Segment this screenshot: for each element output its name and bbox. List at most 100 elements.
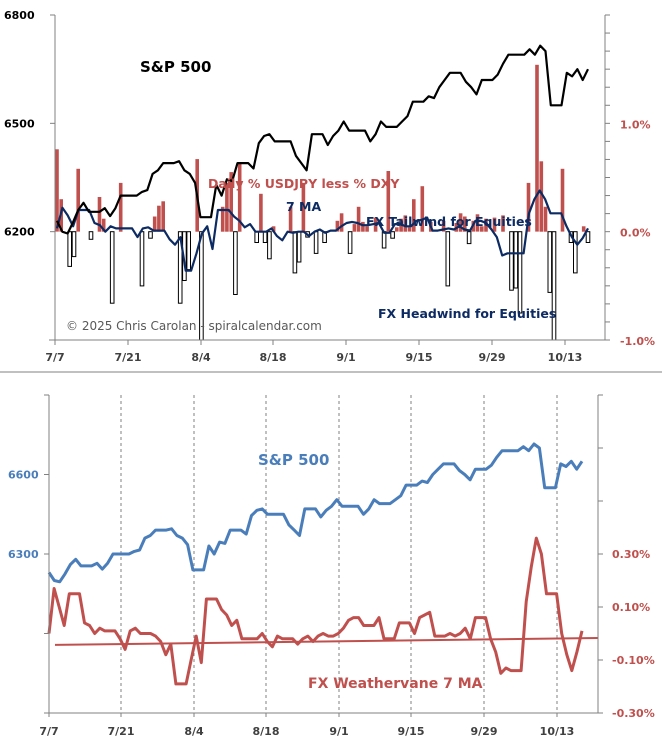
left-tick-label: 6800 xyxy=(4,9,35,22)
bar-positive xyxy=(441,220,446,232)
bar-positive xyxy=(288,206,293,232)
sp500-label-top: S&P 500 xyxy=(140,58,211,76)
bar-negative xyxy=(381,231,387,249)
bar-positive xyxy=(229,172,233,232)
bar-positive xyxy=(76,168,80,232)
right-tick-label: 0.0% xyxy=(620,227,651,240)
sp500-label-bottom: S&P 500 xyxy=(258,451,329,469)
copyright-text: © 2025 Chris Carolan - spiralcalendar.co… xyxy=(66,319,322,333)
bar-positive xyxy=(356,206,361,232)
weathervane-line xyxy=(47,536,584,686)
right-tick-label: -0.30% xyxy=(612,707,655,720)
bar-negative xyxy=(313,231,319,254)
bar-positive xyxy=(386,171,391,232)
bar-positive xyxy=(484,218,488,232)
bar-negative xyxy=(267,231,272,260)
top-chart: 6800 6500 6200 1.0% 0.0% -1.0% 7/7 7/21 8/4 8/1… xyxy=(4,9,655,364)
bar-negative xyxy=(585,231,591,243)
bar-negative xyxy=(148,231,153,239)
bar-negative xyxy=(71,231,77,258)
bar-positive xyxy=(501,215,505,232)
bar-negative xyxy=(390,231,395,239)
x-tick-label: 8/18 xyxy=(260,351,287,364)
bar-negative xyxy=(292,231,298,274)
x-tick-label: 9/29 xyxy=(479,351,506,364)
left-tick-label: 6500 xyxy=(4,117,35,130)
right-tick-label: -0.10% xyxy=(612,654,655,667)
bar-positive xyxy=(259,193,263,232)
bar-positive xyxy=(463,216,467,232)
right-tick-label: -1.0% xyxy=(620,335,655,348)
bar-negative xyxy=(466,231,472,245)
bar-negative xyxy=(509,231,514,291)
left-tick-label: 6600 xyxy=(8,469,39,482)
bar-negative xyxy=(254,231,259,243)
x-tick-label: 9/29 xyxy=(471,725,498,738)
weathervane-trend-line xyxy=(54,637,599,646)
bar-positive xyxy=(225,182,229,232)
bar-positive xyxy=(407,227,412,232)
sp500-line-bottom xyxy=(47,442,584,584)
x-tick-label: 10/13 xyxy=(540,725,575,738)
right-tick-label: 0.30% xyxy=(612,548,650,561)
bar-negative xyxy=(262,231,268,243)
tailwind-label: FX Tailwind for Equities xyxy=(366,214,532,229)
headwind-label: FX Headwind for Equities xyxy=(378,306,556,321)
left-tick-label: 6300 xyxy=(8,548,39,561)
bar-positive xyxy=(97,197,102,232)
bar-negative xyxy=(547,231,553,293)
right-tick-label: 0.10% xyxy=(612,601,650,614)
bar-negative xyxy=(347,231,353,254)
bar-positive xyxy=(535,64,539,232)
bar-positive xyxy=(152,216,157,232)
x-tick-label: 8/4 xyxy=(184,725,204,738)
right-tick-label: 1.0% xyxy=(620,118,651,131)
ma-label: 7 MA xyxy=(286,199,321,214)
x-tick-label: 8/18 xyxy=(253,725,280,738)
bar-negative xyxy=(517,231,523,314)
bar-negative xyxy=(88,231,94,240)
bar-negative xyxy=(233,231,238,295)
x-tick-label: 7/7 xyxy=(45,351,64,364)
bar-negative xyxy=(139,231,145,287)
bar-positive xyxy=(412,199,416,232)
left-tick-label: 6200 xyxy=(4,226,35,239)
bar-positive xyxy=(458,213,463,232)
x-tick-label: 7/21 xyxy=(115,351,142,364)
bar-positive xyxy=(403,215,408,232)
bar-negative xyxy=(551,231,557,341)
bar-positive xyxy=(560,168,565,232)
bar-positive xyxy=(157,205,161,232)
bar-positive xyxy=(55,149,59,232)
bar-positive xyxy=(492,217,497,232)
bar-negative xyxy=(186,231,191,271)
ma-line xyxy=(55,189,589,272)
bar-positive xyxy=(237,163,242,232)
bar-positive xyxy=(365,226,369,232)
bar-negative xyxy=(513,231,519,289)
bar-positive xyxy=(220,206,225,232)
top-bars xyxy=(55,64,591,341)
bar-positive xyxy=(101,218,106,232)
weathervane-label: FX Weathervane 7 MA xyxy=(308,676,483,692)
bars-label: Daily % USDJPY less % DXY xyxy=(208,176,400,191)
bar-positive xyxy=(352,224,357,232)
bar-positive xyxy=(480,226,484,232)
x-tick-label: 8/4 xyxy=(191,351,211,364)
bar-negative xyxy=(573,231,578,274)
x-tick-label: 7/21 xyxy=(108,725,135,738)
bar-positive xyxy=(361,221,365,232)
bar-positive xyxy=(161,201,165,232)
x-tick-label: 10/13 xyxy=(548,351,583,364)
bar-positive xyxy=(420,186,425,232)
x-tick-label: 9/15 xyxy=(398,725,425,738)
bar-positive xyxy=(539,161,544,232)
x-tick-label: 7/7 xyxy=(39,725,58,738)
bar-negative xyxy=(109,231,115,304)
bar-negative xyxy=(296,231,302,263)
x-tick-label: 9/1 xyxy=(336,351,355,364)
x-tick-label: 9/1 xyxy=(329,725,348,738)
bar-positive xyxy=(526,182,531,232)
bar-positive xyxy=(475,214,480,232)
